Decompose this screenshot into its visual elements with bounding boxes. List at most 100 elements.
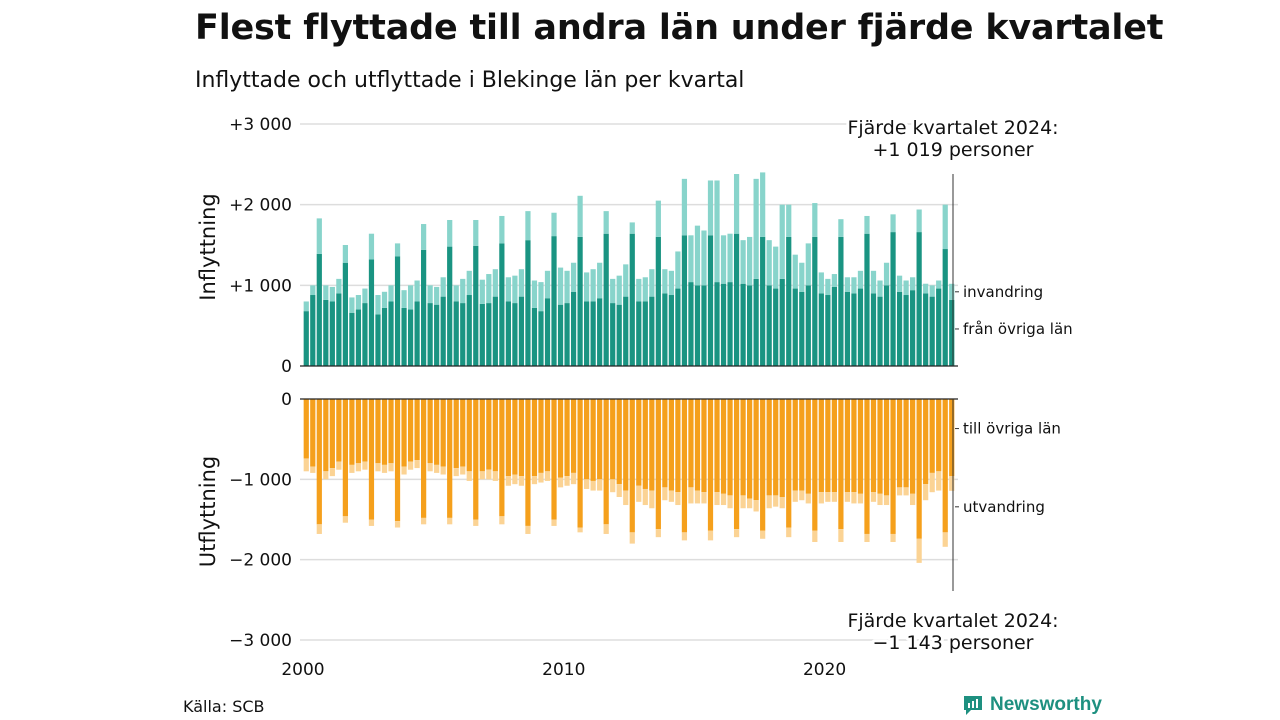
- bar: [421, 517, 427, 525]
- bar: [629, 532, 635, 544]
- bar: [694, 399, 701, 491]
- bar: [629, 233, 635, 366]
- bar: [375, 295, 381, 315]
- bar: [825, 492, 831, 502]
- bar: [531, 280, 538, 308]
- bar: [603, 233, 609, 366]
- bar: [942, 399, 948, 533]
- bar: [610, 303, 616, 366]
- bar: [766, 240, 772, 286]
- brand[interactable]: Newsworthy: [962, 694, 1102, 716]
- bar: [786, 236, 792, 366]
- bar: [701, 285, 707, 366]
- bar: [316, 399, 322, 525]
- bar: [401, 399, 407, 467]
- bar: [753, 178, 759, 279]
- bar: [655, 529, 661, 538]
- bar: [584, 399, 590, 480]
- bar: [838, 219, 844, 237]
- bar: [896, 399, 903, 488]
- bar: [733, 399, 740, 530]
- bar: [597, 298, 603, 366]
- bar: [857, 270, 864, 289]
- bar: [786, 399, 792, 528]
- bar: [584, 272, 590, 302]
- bar: [342, 399, 348, 517]
- bar: [740, 399, 746, 496]
- bar: [577, 236, 583, 366]
- bar: [616, 275, 622, 305]
- bar: [642, 301, 648, 366]
- bar: [512, 399, 518, 475]
- bar: [720, 235, 727, 284]
- bar: [499, 516, 505, 525]
- bar: [551, 399, 557, 520]
- bar: [336, 399, 342, 462]
- bar: [675, 492, 681, 506]
- bar: [896, 487, 903, 496]
- bar: [460, 278, 466, 304]
- y-tick-label-inflow: +2 000: [229, 196, 292, 216]
- bar: [805, 399, 811, 494]
- bar: [857, 288, 864, 366]
- bar: [903, 399, 909, 488]
- legend-label: från övriga län: [963, 320, 1073, 338]
- bar: [492, 269, 498, 297]
- bar: [447, 517, 453, 525]
- bar: [460, 303, 466, 366]
- bar: [551, 519, 557, 526]
- bar: [747, 498, 753, 509]
- bar: [564, 476, 570, 486]
- bar: [910, 290, 916, 366]
- bar: [662, 399, 668, 488]
- bar: [740, 283, 746, 366]
- bar: [733, 174, 740, 234]
- bar: [342, 516, 348, 523]
- bar: [655, 236, 661, 366]
- bar: [733, 233, 740, 366]
- bar: [870, 492, 877, 502]
- bar: [336, 278, 342, 294]
- bar: [557, 477, 564, 488]
- bar: [714, 282, 720, 366]
- bar: [792, 288, 798, 366]
- bar: [877, 399, 883, 494]
- bar: [655, 200, 661, 237]
- bar: [649, 490, 655, 509]
- bar: [557, 399, 564, 478]
- bar: [877, 493, 883, 506]
- bar: [636, 399, 642, 486]
- bar: [714, 492, 720, 506]
- bar: [466, 295, 472, 366]
- bar: [447, 399, 453, 518]
- bar: [668, 490, 674, 502]
- bar: [538, 282, 544, 312]
- bar: [531, 399, 538, 477]
- bar: [694, 490, 701, 504]
- bar: [440, 466, 446, 475]
- bar: [401, 466, 407, 475]
- bar: [727, 233, 733, 283]
- bar: [916, 399, 922, 539]
- source-note: Källa: SCB: [183, 697, 265, 716]
- bar: [610, 278, 616, 304]
- bar: [707, 180, 714, 236]
- bar: [610, 479, 616, 493]
- y-tick-label-inflow: 0: [281, 357, 292, 377]
- brand-name: Newsworthy: [990, 694, 1102, 715]
- bar: [681, 178, 688, 236]
- bar: [479, 303, 485, 366]
- bar: [401, 290, 407, 308]
- bar: [342, 262, 348, 366]
- bar: [570, 399, 577, 473]
- bar: [825, 399, 831, 493]
- annotation-text: +1 019 personer: [873, 139, 1034, 161]
- bar: [616, 304, 622, 366]
- bar: [590, 480, 596, 491]
- bar: [668, 295, 674, 366]
- bar: [616, 399, 622, 485]
- bar: [603, 524, 609, 534]
- bar: [525, 240, 531, 366]
- bar: [818, 399, 824, 493]
- bar: [642, 277, 648, 302]
